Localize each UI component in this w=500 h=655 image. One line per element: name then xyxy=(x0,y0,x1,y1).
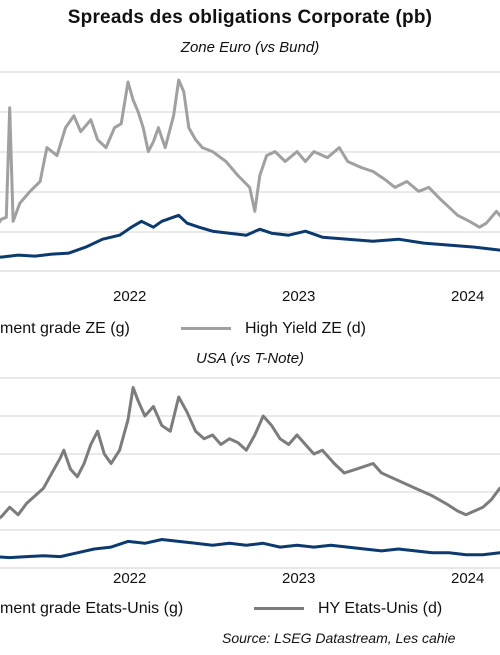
x-tick-2024-euro: 2024 xyxy=(451,288,485,305)
legend-hy-usa-swatch xyxy=(254,607,304,611)
euro-zone-gridlines xyxy=(0,71,500,272)
ig-series-line xyxy=(0,213,500,259)
legend-ig-usa-label: ment grade Etats-Unis (g) xyxy=(0,600,184,617)
legend-ig-euro: ment grade ZE (g) xyxy=(0,320,130,338)
usa-series xyxy=(0,386,500,560)
euro-zone-spreads-chart xyxy=(0,71,500,272)
source-note: Source: LSEG Datastream, Les cahie xyxy=(222,630,456,646)
usa-spreads-chart xyxy=(0,377,500,569)
euro-zone-series xyxy=(0,78,500,259)
ig-series-line xyxy=(0,538,500,560)
subtitle-euro-zone: Zone Euro (vs Bund) xyxy=(180,39,320,56)
chart-title: Spreads des obligations Corporate (pb) xyxy=(67,7,433,28)
x-tick-2023-euro: 2023 xyxy=(282,288,316,305)
hy-series-line xyxy=(0,386,500,520)
subtitle-usa: USA (vs T-Note) xyxy=(195,350,305,367)
legend-hy-usa-label: HY Etats-Unis (d) xyxy=(318,600,443,617)
x-tick-2024-usa: 2024 xyxy=(451,570,485,587)
x-tick-2022-euro: 2022 xyxy=(113,288,147,305)
legend-hy-euro-swatch xyxy=(181,327,231,331)
usa-gridlines xyxy=(0,377,500,569)
legend-ig-euro-label: ment grade ZE (g) xyxy=(0,320,130,337)
legend-hy-euro: High Yield ZE (d) xyxy=(181,320,366,338)
x-tick-2023-usa: 2023 xyxy=(282,570,316,587)
hy-series-line xyxy=(0,78,500,229)
x-tick-2022-usa: 2022 xyxy=(113,570,147,587)
legend-hy-usa: HY Etats-Unis (d) xyxy=(254,600,442,618)
legend-ig-usa: ment grade Etats-Unis (g) xyxy=(0,600,183,618)
legend-hy-euro-label: High Yield ZE (d) xyxy=(245,320,366,337)
